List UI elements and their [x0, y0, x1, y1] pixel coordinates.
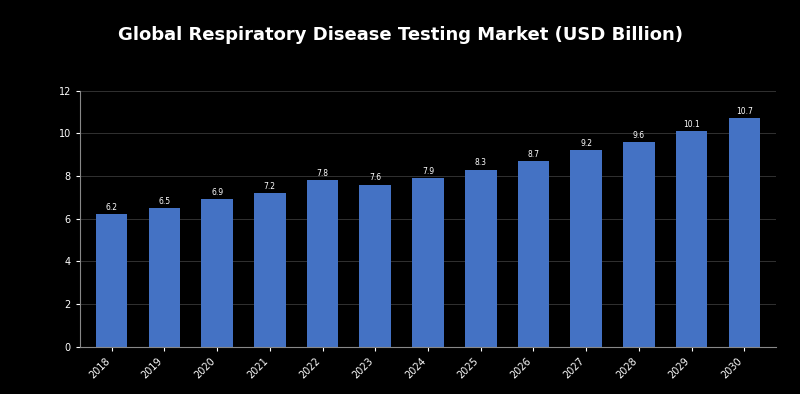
Bar	[202, 199, 233, 347]
Text: 10.7: 10.7	[736, 107, 753, 116]
Bar	[96, 214, 127, 347]
Text: 7.2: 7.2	[264, 182, 276, 191]
Bar	[465, 169, 497, 347]
Bar	[518, 161, 550, 347]
Text: 8.7: 8.7	[527, 150, 539, 159]
Text: Global Respiratory Disease Testing Market (USD Billion): Global Respiratory Disease Testing Marke…	[118, 26, 682, 45]
Text: 6.5: 6.5	[158, 197, 170, 206]
Text: 10.1: 10.1	[683, 120, 700, 129]
Text: 6.2: 6.2	[106, 203, 118, 212]
Text: 6.9: 6.9	[211, 188, 223, 197]
Bar	[729, 118, 760, 347]
Bar	[149, 208, 180, 347]
Bar	[412, 178, 444, 347]
Text: 9.2: 9.2	[580, 139, 592, 148]
Bar	[676, 131, 707, 347]
Text: 7.8: 7.8	[317, 169, 329, 178]
Bar	[359, 184, 391, 347]
Text: 8.3: 8.3	[474, 158, 486, 167]
Text: 9.6: 9.6	[633, 131, 645, 140]
Bar	[254, 193, 286, 347]
Text: 7.9: 7.9	[422, 167, 434, 176]
Bar	[623, 142, 654, 347]
Bar	[570, 151, 602, 347]
Text: 7.6: 7.6	[370, 173, 382, 182]
Bar	[306, 180, 338, 347]
